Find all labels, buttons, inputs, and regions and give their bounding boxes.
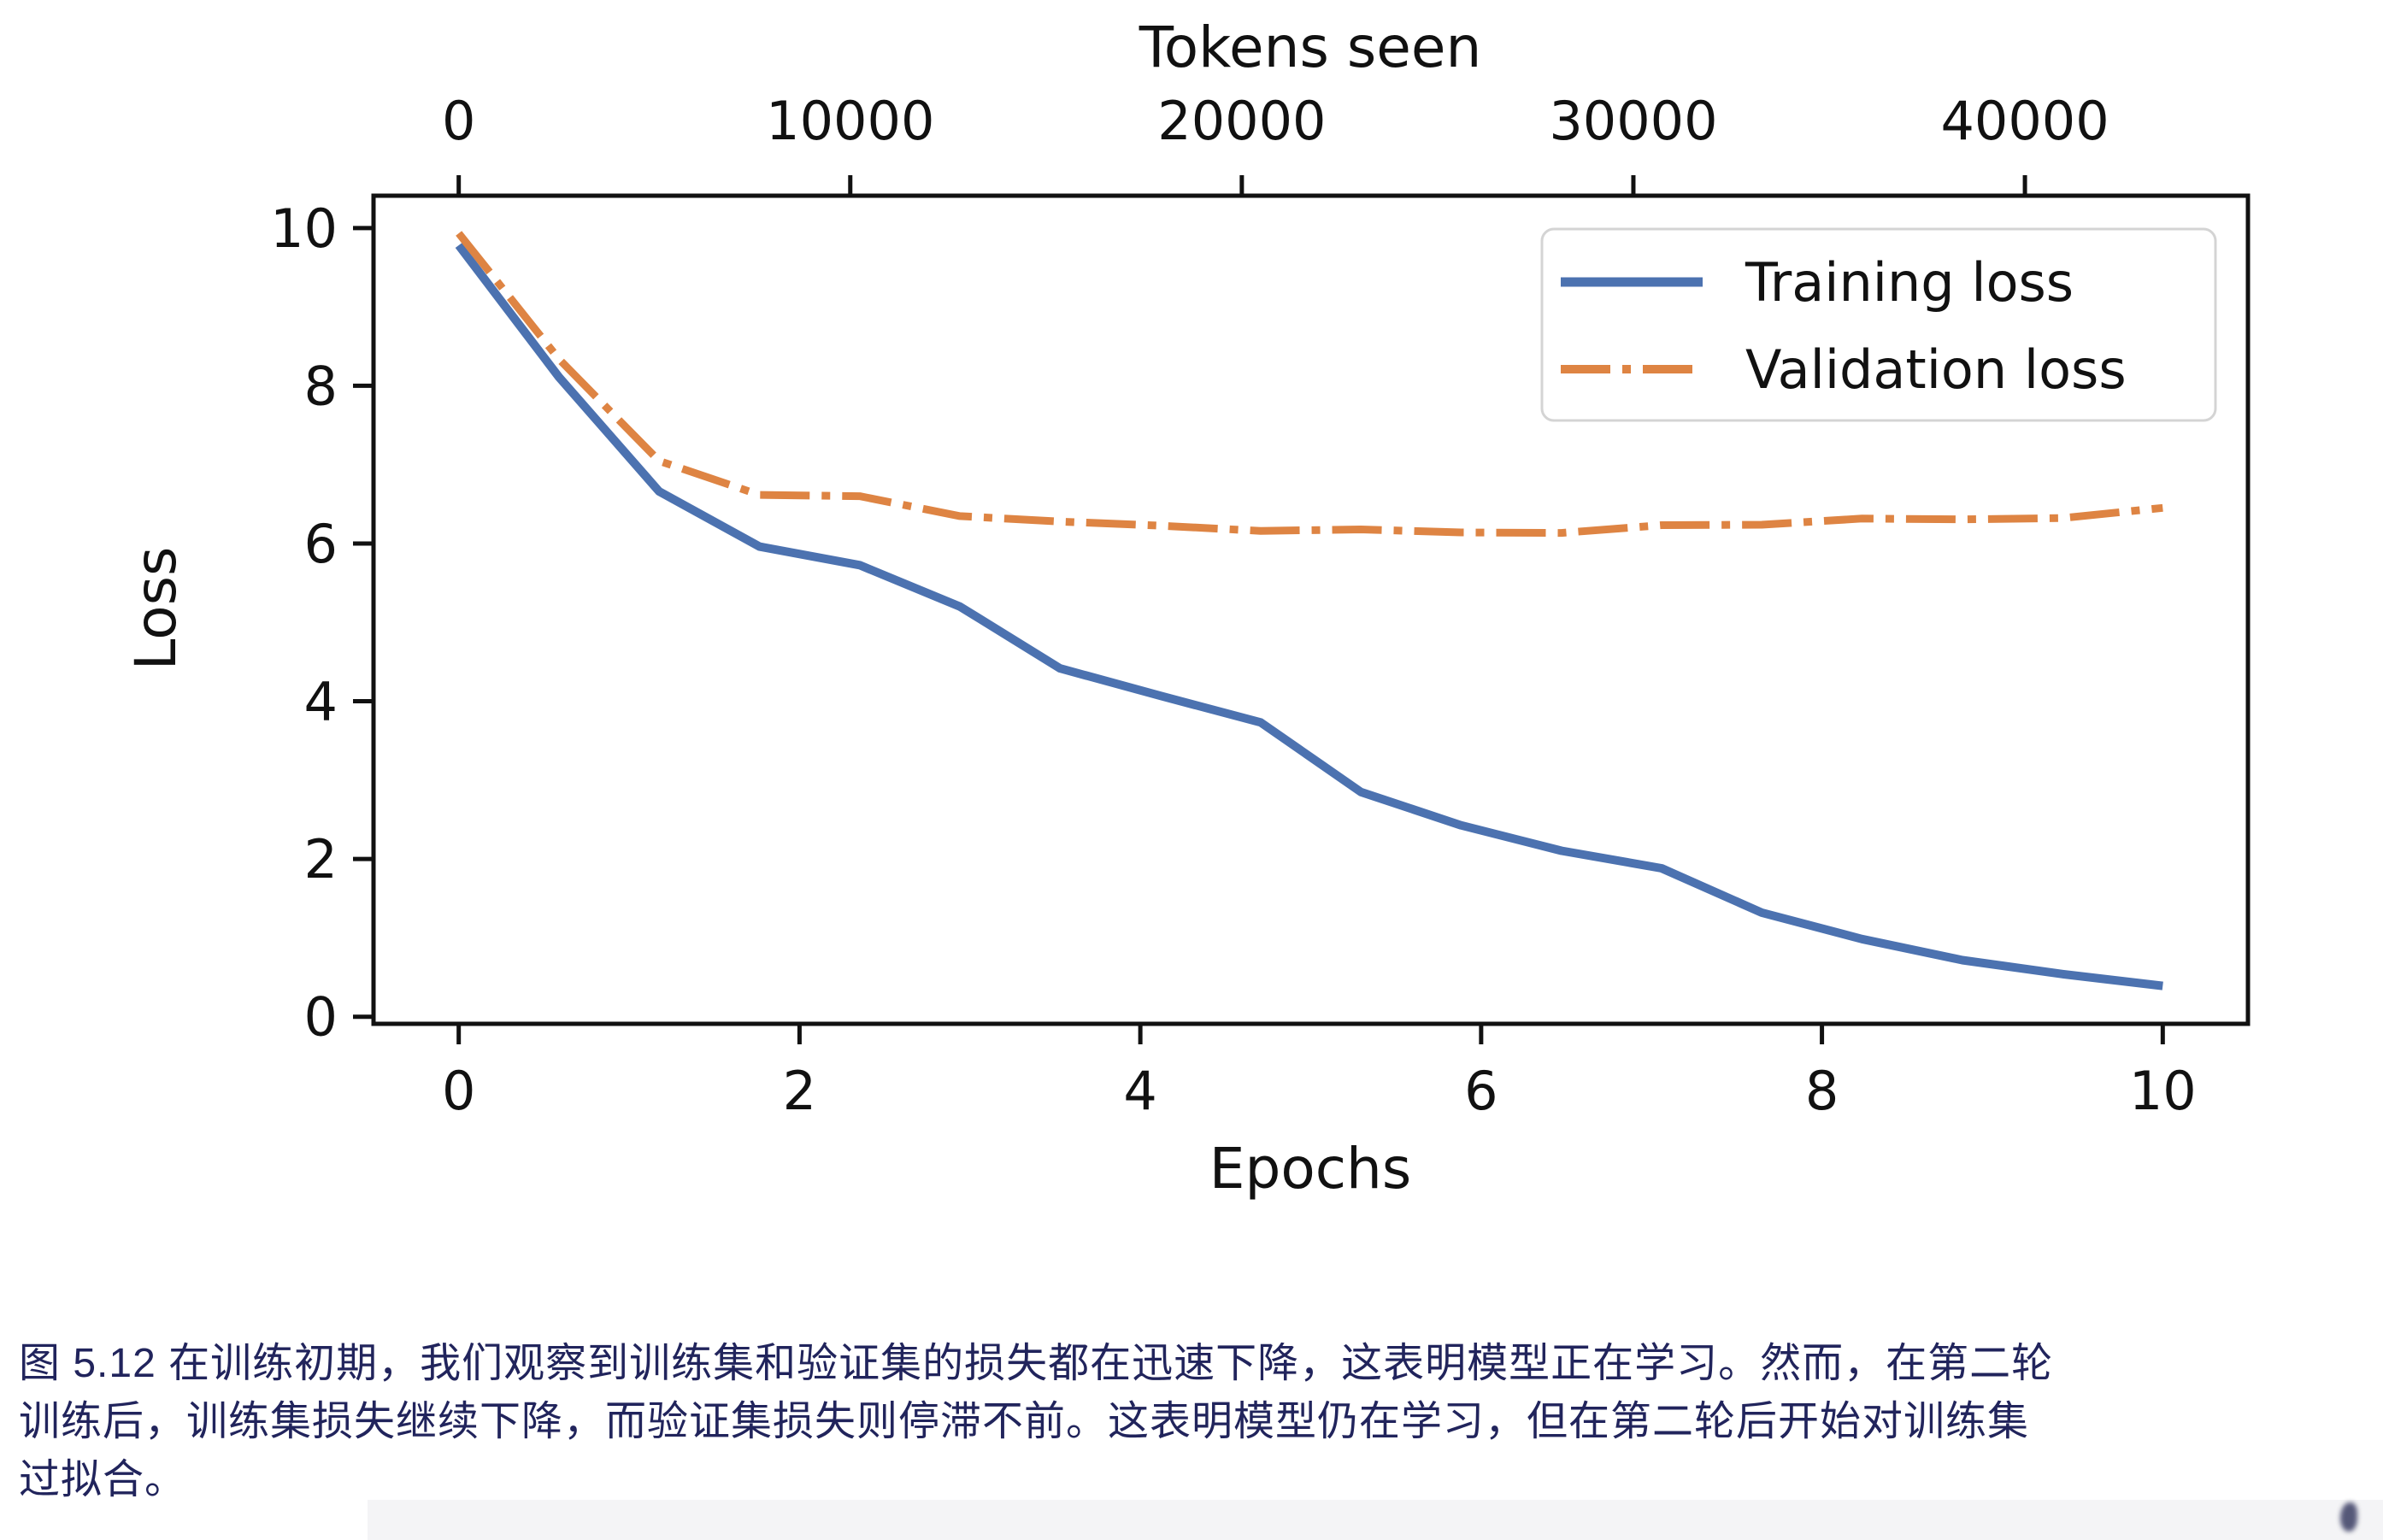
figure-caption: 图 5.12 在训练初期，我们观察到训练集和验证集的损失都在迅速下降，这表明模型… bbox=[19, 1335, 2361, 1509]
y-tick-label: 6 bbox=[304, 513, 338, 575]
legend-box bbox=[1540, 227, 2217, 422]
y-axis-title: Loss bbox=[123, 547, 189, 671]
legend-validation-label: Validation loss bbox=[1745, 338, 2127, 401]
y-tick-label: 0 bbox=[304, 986, 338, 1049]
x-tick-label: 8 bbox=[1805, 1060, 1839, 1122]
plot-frame bbox=[371, 193, 2251, 1026]
top-tick-label: 30000 bbox=[1549, 90, 1717, 152]
training-loss-curve bbox=[455, 242, 2163, 990]
x-tick-label: 10 bbox=[2129, 1060, 2197, 1122]
legend: Training loss Validation loss bbox=[1540, 227, 2217, 422]
bottom-axis-ticks: 0 2 4 6 8 10 bbox=[442, 1024, 2197, 1122]
y-tick-label: 10 bbox=[270, 197, 338, 260]
top-tick-label: 0 bbox=[442, 90, 475, 152]
bottom-background-band bbox=[368, 1500, 2383, 1540]
bottom-right-artifact bbox=[2340, 1502, 2357, 1531]
caption-line: 图 5.12 在训练初期，我们观察到训练集和验证集的损失都在迅速下降，这表明模型… bbox=[19, 1341, 2054, 1386]
legend-training-label: Training loss bbox=[1745, 251, 2074, 314]
x-axis-title: Epochs bbox=[1209, 1136, 1411, 1202]
y-tick-label: 2 bbox=[304, 828, 338, 890]
x-tick-label: 2 bbox=[783, 1060, 816, 1122]
top-axis-title: Tokens seen bbox=[1139, 15, 1482, 80]
y-tick-label: 4 bbox=[304, 671, 338, 733]
x-tick-label: 0 bbox=[442, 1060, 475, 1122]
top-tick-label: 10000 bbox=[766, 90, 934, 152]
series-lines bbox=[455, 231, 2163, 990]
x-tick-label: 6 bbox=[1464, 1060, 1497, 1122]
caption-line: 训练后，训练集损失继续下降，而验证集损失则停滞不前。这表明模型仍在学习，但在第二… bbox=[19, 1399, 2030, 1444]
caption-line: 过拟合。 bbox=[19, 1457, 187, 1502]
validation-loss-curve bbox=[456, 231, 2163, 538]
top-axis-ticks: 0 10000 20000 30000 40000 bbox=[442, 90, 2109, 196]
top-tick-label: 40000 bbox=[1940, 90, 2109, 152]
x-tick-label: 4 bbox=[1123, 1060, 1156, 1122]
left-axis-ticks: 0 2 4 6 8 10 bbox=[270, 197, 374, 1049]
y-tick-label: 8 bbox=[304, 355, 338, 417]
top-tick-label: 20000 bbox=[1157, 90, 1326, 152]
loss-chart: Tokens seen 0 10000 20000 30000 40000 0 2 4 6 8 1… bbox=[123, 15, 2251, 1202]
